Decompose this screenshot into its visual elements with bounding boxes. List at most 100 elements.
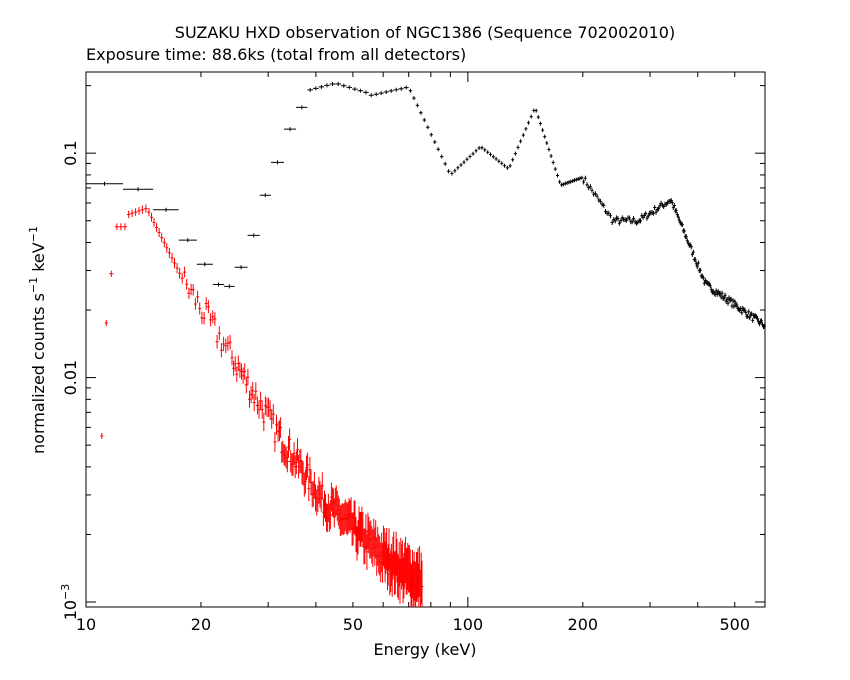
data-point: [364, 514, 368, 551]
data-point: [259, 193, 271, 198]
data-point: [574, 177, 578, 182]
data-point: [233, 356, 237, 372]
chart-subtitle: Exposure time: 88.6ks (total from all de…: [86, 45, 466, 64]
data-point: [595, 193, 599, 199]
data-point: [303, 469, 307, 494]
data-point: [206, 300, 210, 314]
data-point: [387, 528, 391, 570]
data-point: [561, 182, 565, 187]
plot-area: 10−3 0.01 0.1 10 20 50 100 200 500: [59, 71, 766, 634]
data-point: [585, 182, 589, 188]
data-point: [696, 260, 700, 266]
data-point: [698, 267, 702, 273]
data-point: [238, 362, 242, 378]
data-point: [165, 243, 169, 253]
data-point: [273, 431, 277, 452]
data-point: [503, 163, 507, 168]
data-point: [714, 288, 718, 294]
data-point: [228, 334, 232, 350]
data-point: [653, 205, 657, 210]
data-point: [279, 417, 283, 438]
data-point: [335, 82, 341, 86]
data-point: [313, 86, 319, 91]
y-tick-label: 0.01: [61, 360, 80, 396]
data-point: [443, 161, 447, 166]
data-point: [529, 114, 533, 119]
data-point: [604, 209, 607, 215]
data-point: [296, 105, 308, 110]
data-point: [196, 262, 213, 267]
plot-frame: [85, 71, 766, 608]
data-point: [500, 161, 504, 166]
data-point: [167, 248, 171, 258]
data-point: [363, 90, 369, 95]
x-tick-label: 500: [719, 615, 750, 634]
data-point: [247, 233, 260, 238]
data-point: [263, 396, 267, 416]
data-point: [646, 213, 650, 219]
data-point: [122, 223, 127, 231]
data-point: [593, 191, 597, 197]
data-point: [224, 284, 235, 289]
data-point: [446, 169, 451, 174]
data-point: [284, 127, 297, 132]
data-point: [123, 187, 154, 192]
x-tick-label: 10: [76, 615, 96, 634]
data-point: [556, 173, 559, 178]
data-point: [429, 132, 433, 137]
data-point: [491, 154, 495, 159]
data-point: [627, 215, 631, 221]
data-point: [308, 457, 312, 483]
data-point: [720, 290, 724, 296]
data-point: [296, 438, 299, 462]
data-point: [719, 294, 723, 300]
data-point: [86, 181, 123, 186]
data-point: [346, 85, 353, 90]
data-point: [230, 350, 234, 366]
data-point: [632, 216, 636, 221]
data-point: [516, 145, 520, 150]
data-point: [173, 257, 176, 269]
data-point: [551, 160, 555, 165]
data-point: [735, 302, 739, 308]
data-point: [489, 152, 492, 157]
data-point: [563, 181, 567, 186]
data-point: [726, 300, 730, 306]
data-point: [259, 391, 263, 410]
data-point: [573, 178, 576, 183]
data-point: [251, 382, 255, 400]
data-point: [560, 182, 564, 187]
data-point: [732, 303, 736, 309]
data-point: [285, 450, 289, 473]
data-point: [644, 211, 648, 217]
data-point: [162, 238, 166, 248]
data-point: [271, 404, 275, 425]
data-point: [543, 134, 547, 139]
data-point: [708, 283, 712, 289]
y-ticks: 10−3 0.01 0.1: [59, 85, 765, 621]
data-point: [747, 309, 751, 315]
data-point: [388, 88, 394, 93]
data-point: [198, 302, 202, 315]
data-point: [725, 296, 729, 302]
data-point: [222, 336, 226, 352]
data-point: [306, 452, 310, 478]
data-point: [137, 207, 141, 215]
y-tick-label: 10−3: [59, 584, 80, 621]
series-1: [86, 82, 766, 330]
data-point: [684, 234, 688, 240]
y-tick-label: 0.1: [61, 140, 80, 165]
data-point: [292, 442, 296, 465]
series-2: [100, 204, 424, 607]
x-ticks: 10 20 50 100 200 500: [76, 72, 766, 634]
data-point: [654, 209, 658, 215]
data-point: [680, 222, 684, 228]
data-point: [453, 168, 457, 173]
data-point: [657, 206, 661, 212]
data-point: [144, 204, 148, 213]
data-point: [288, 428, 292, 451]
data-point: [383, 90, 389, 94]
data-point: [178, 238, 197, 243]
data-point: [607, 210, 611, 216]
